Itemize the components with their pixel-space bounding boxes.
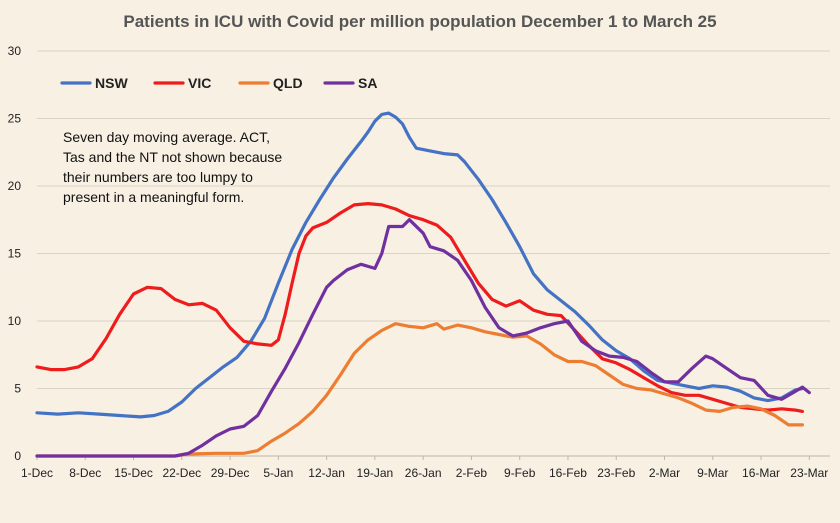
x-tick-label: 29-Dec xyxy=(211,466,250,480)
y-tick-label: 20 xyxy=(8,179,22,193)
y-tick-label: 25 xyxy=(8,112,22,126)
annotation-line: present in a meaningful form. xyxy=(63,189,244,205)
x-tick-label: 19-Jan xyxy=(357,466,394,480)
x-tick-label: 9-Feb xyxy=(504,466,536,480)
x-tick-label: 1-Dec xyxy=(21,466,53,480)
gridlines xyxy=(37,50,830,457)
x-tick-label: 2-Mar xyxy=(649,466,680,480)
x-tick-label: 16-Feb xyxy=(549,466,587,480)
annotation-line: their numbers are too lumpy to xyxy=(63,169,253,185)
series-line-qld xyxy=(35,322,804,458)
x-tick-label: 12-Jan xyxy=(308,466,345,480)
x-tick-label: 22-Dec xyxy=(162,466,201,480)
x-axis: 1-Dec 8-Dec 15-Dec 22-Dec 29-Dec 5-Jan 12-Jan 1… xyxy=(21,455,830,480)
series-line-vic xyxy=(35,202,804,413)
series-lines xyxy=(35,111,811,458)
x-tick-label: 23-Mar xyxy=(790,466,828,480)
x-tick-label: 16-Mar xyxy=(742,466,780,480)
x-tick-label: 15-Dec xyxy=(114,466,153,480)
y-tick-label: 5 xyxy=(14,382,21,396)
x-tick-label: 9-Mar xyxy=(697,466,728,480)
annotation-note: Seven day moving average. ACT, Tas and th… xyxy=(63,129,282,205)
y-tick-label: 10 xyxy=(8,314,22,328)
chart-title: Patients in ICU with Covid per million p… xyxy=(123,12,716,31)
annotation-line: Tas and the NT not shown because xyxy=(63,149,282,165)
y-tick-label: 30 xyxy=(8,44,22,58)
legend-label-nsw: NSW xyxy=(95,75,128,91)
legend-label-sa: SA xyxy=(358,75,377,91)
series-line-sa xyxy=(35,218,811,458)
legend-label-qld: QLD xyxy=(273,75,303,91)
legend: NSW VIC QLD SA xyxy=(60,75,377,91)
x-tick-label: 8-Dec xyxy=(69,466,101,480)
x-tick-label: 26-Jan xyxy=(405,466,442,480)
x-tick-label: 5-Jan xyxy=(263,466,293,480)
x-tick-label: 23-Feb xyxy=(597,466,635,480)
y-tick-label: 0 xyxy=(14,449,21,463)
y-axis: 0 5 10 15 20 25 30 xyxy=(8,44,22,463)
x-tick-label: 2-Feb xyxy=(456,466,488,480)
y-tick-label: 15 xyxy=(8,247,22,261)
legend-label-vic: VIC xyxy=(188,75,211,91)
series-line-nsw xyxy=(35,111,804,419)
annotation-line: Seven day moving average. ACT, xyxy=(63,129,270,145)
